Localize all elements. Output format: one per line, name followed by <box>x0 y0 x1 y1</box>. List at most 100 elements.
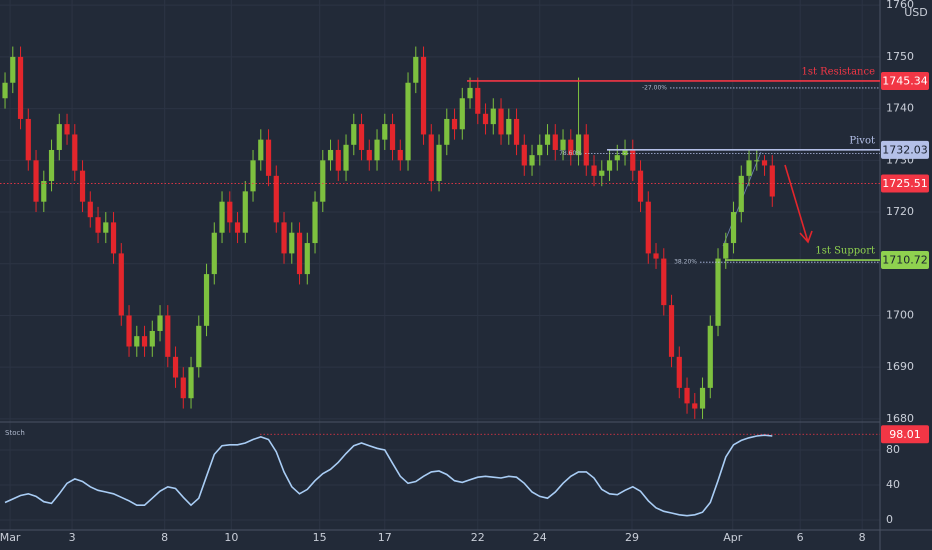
candle-body <box>537 144 543 156</box>
candle-body <box>17 56 24 119</box>
candle-body <box>180 377 186 399</box>
y2-tick-label: 0 <box>886 513 893 526</box>
candle-body <box>110 222 117 254</box>
candle-body <box>48 149 55 182</box>
candle-body <box>242 191 248 233</box>
candle-body <box>320 160 326 202</box>
candle-body <box>351 124 357 145</box>
x-tick-label: 22 <box>471 531 485 544</box>
candle-body <box>684 387 690 404</box>
y-tick-label: 1720 <box>886 205 914 218</box>
fib-label: -27.00% <box>642 84 667 91</box>
candle-body <box>459 98 465 130</box>
fib-label: 38.20% <box>674 259 697 266</box>
candle-body <box>258 139 264 161</box>
price-tag-label: 1745.34 <box>882 74 928 87</box>
candle-body <box>234 222 241 233</box>
candle-body <box>599 170 605 176</box>
candle-body <box>568 139 574 156</box>
candle-body <box>382 124 388 140</box>
candle-body <box>715 258 721 326</box>
y2-tick-label: 40 <box>886 478 900 491</box>
candle-body <box>428 134 434 182</box>
candle-body <box>614 155 620 161</box>
candle-body <box>203 274 210 326</box>
candle-body <box>699 387 706 409</box>
candle-body <box>761 160 768 166</box>
x-tick-label: 3 <box>69 531 76 544</box>
candle-body <box>637 170 644 202</box>
candle-body <box>521 144 527 166</box>
candle-body <box>219 201 225 233</box>
candle-body <box>661 258 667 306</box>
x-tick-label: 10 <box>224 531 238 544</box>
x-tick-label: 8 <box>161 531 168 544</box>
candle-body <box>738 175 744 213</box>
candle-body <box>529 155 535 166</box>
projection-arrow <box>784 164 813 244</box>
y-tick-label: 1740 <box>886 102 914 115</box>
candle-body <box>126 315 132 347</box>
candle-body <box>2 82 8 99</box>
candle-body <box>281 222 287 254</box>
candle-body <box>41 181 47 202</box>
candle-body <box>606 160 613 171</box>
candle-body <box>544 134 551 145</box>
y-tick-label: 1750 <box>886 50 914 63</box>
price-tag <box>881 71 929 90</box>
x-tick-label: 17 <box>378 531 392 544</box>
candle-body <box>250 160 256 192</box>
currency: USD <box>904 6 928 19</box>
candle-body <box>265 139 272 176</box>
candle-body <box>141 336 148 347</box>
candle-body <box>64 124 70 135</box>
candle-body <box>87 201 93 218</box>
y-tick-label: 1760 <box>886 0 914 11</box>
candle-body <box>312 201 318 244</box>
candle-body <box>630 149 636 171</box>
price-tag-label: 98.01 <box>889 428 921 441</box>
candle-body <box>211 232 217 275</box>
candle-body <box>103 222 109 233</box>
candle-body <box>33 160 39 202</box>
candle-body <box>358 124 365 150</box>
candle-body <box>591 165 597 176</box>
candle-body <box>413 56 419 83</box>
x-tick-label: Mar <box>0 531 21 544</box>
fib-label: 78.60% <box>559 150 582 157</box>
y-tick-label: 1680 <box>886 412 914 425</box>
price-tag <box>881 140 929 159</box>
candle-body <box>397 149 403 161</box>
indicator-name: Stoch <box>5 429 25 437</box>
candle-body <box>723 243 729 259</box>
y-tick-label: 1690 <box>886 360 914 373</box>
candle-body <box>149 330 155 347</box>
candle-body <box>405 82 411 161</box>
candle-body <box>707 325 713 388</box>
candle-body <box>25 118 31 161</box>
candle-body <box>645 201 651 254</box>
candle-body <box>436 144 442 182</box>
y2-tick-label: 80 <box>886 443 900 456</box>
candle-body <box>188 367 194 399</box>
candle-body <box>296 232 303 275</box>
candle-body <box>754 160 760 162</box>
x-tick-label: 15 <box>313 531 327 544</box>
price-tag <box>881 251 929 270</box>
candle-body <box>513 118 520 145</box>
price-tag-label: 1710.72 <box>882 254 928 267</box>
candle-body <box>692 403 698 409</box>
candle-body <box>769 165 775 197</box>
candle-body <box>746 160 752 176</box>
x-tick-label: Apr <box>723 531 743 544</box>
grid <box>0 0 880 530</box>
candle-body <box>304 243 310 275</box>
x-tick-label: 29 <box>625 531 639 544</box>
candle-body <box>327 149 334 161</box>
candle-body <box>172 356 179 378</box>
candle-body <box>10 56 16 83</box>
candle-body <box>273 175 279 223</box>
y-tick-label: 1700 <box>886 308 914 321</box>
candle-body <box>196 325 202 368</box>
